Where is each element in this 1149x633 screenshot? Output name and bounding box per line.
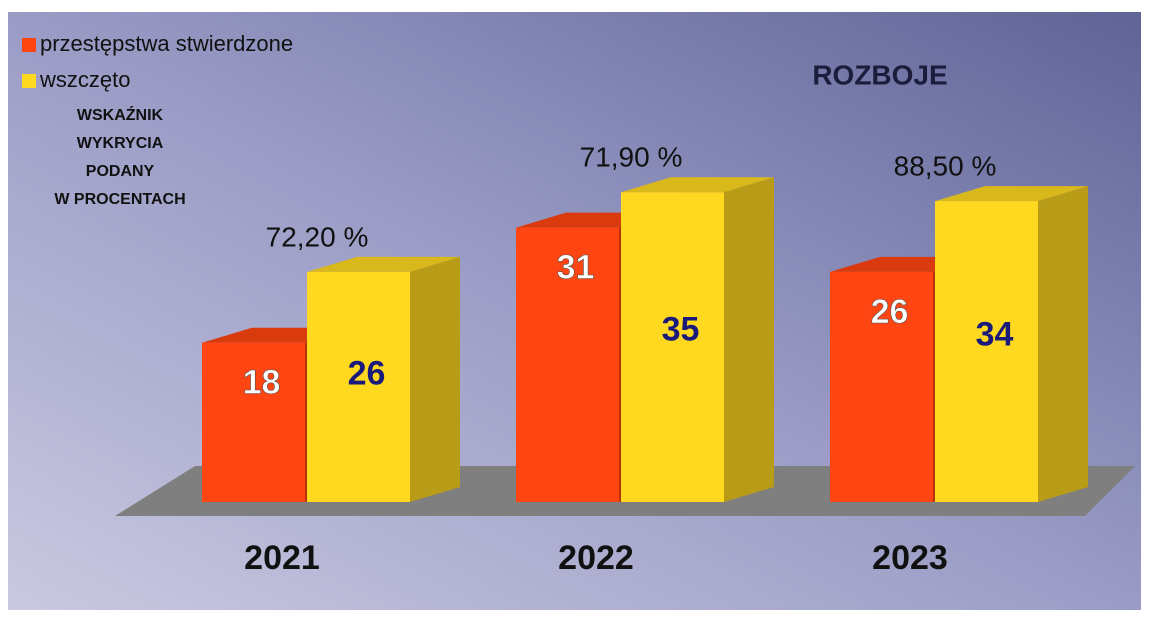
bar: [516, 227, 619, 502]
bar-side: [1038, 186, 1088, 502]
note-line: PODANY: [86, 163, 155, 180]
data-label: 35: [662, 311, 700, 349]
data-label: 34: [976, 315, 1014, 353]
data-label: 31: [557, 249, 595, 287]
bar-side: [410, 256, 460, 502]
data-label: 18: [243, 364, 281, 402]
legend-label: wszczęto: [39, 67, 130, 92]
legend-label: przestępstwa stwierdzone: [40, 31, 293, 56]
bar: [830, 271, 933, 502]
data-label: 26: [348, 354, 386, 392]
annotation: 72,20 %: [266, 221, 369, 252]
bar-top: [935, 186, 1088, 202]
bar: [307, 271, 410, 502]
bar: [935, 201, 1038, 502]
note-line: WSKAŹNIK: [77, 105, 164, 124]
note-line: W PROCENTACH: [54, 191, 185, 208]
bar: [202, 342, 305, 502]
chart-title: ROZBOJE: [812, 59, 947, 90]
legend-swatch: [22, 38, 36, 52]
bar: [621, 192, 724, 502]
x-tick-label: 2022: [558, 539, 634, 577]
legend-swatch: [22, 74, 36, 88]
bar-top: [621, 177, 774, 193]
note: WSKAŹNIK WYKRYCIA PODANY W PROCENTACH: [54, 105, 185, 208]
data-label: 26: [871, 293, 909, 331]
bar-top: [307, 256, 460, 272]
annotation: 71,90 %: [580, 142, 683, 173]
bar-side: [724, 177, 774, 502]
note-line: WYKRYCIA: [77, 135, 164, 152]
x-tick-label: 2023: [872, 539, 948, 577]
x-tick-label: 2021: [244, 539, 320, 577]
annotation: 88,50 %: [894, 150, 997, 181]
